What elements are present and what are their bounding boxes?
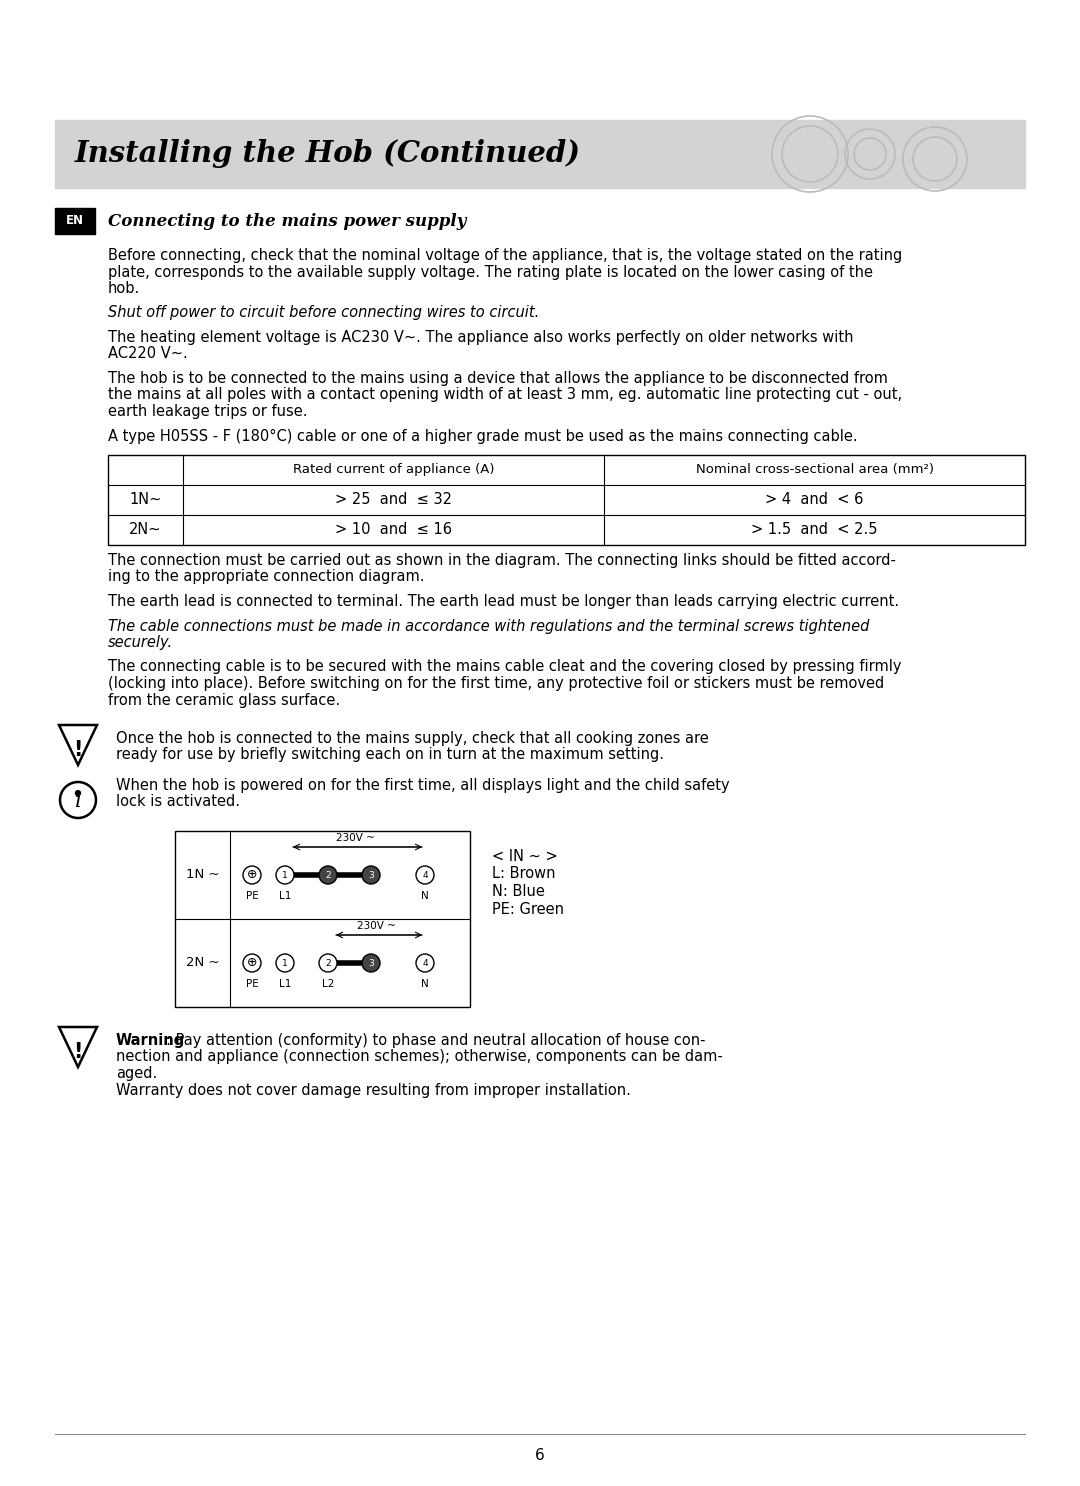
- Text: 1: 1: [282, 958, 288, 967]
- Text: 2N~: 2N~: [130, 523, 162, 538]
- Text: Rated current of appliance (A): Rated current of appliance (A): [293, 464, 495, 477]
- Text: 4: 4: [422, 958, 428, 967]
- Text: aged.: aged.: [116, 1065, 158, 1080]
- Text: > 4  and  < 6: > 4 and < 6: [766, 492, 864, 508]
- Text: ready for use by briefly switching each on in turn at the maximum setting.: ready for use by briefly switching each …: [116, 747, 664, 762]
- Circle shape: [319, 954, 337, 972]
- Text: 230V ~: 230V ~: [336, 834, 375, 843]
- Text: 230V ~: 230V ~: [357, 921, 396, 932]
- Text: the mains at all poles with a contact opening width of at least 3 mm, eg. automa: the mains at all poles with a contact op…: [108, 388, 902, 403]
- Text: i: i: [75, 792, 81, 811]
- Text: Installing the Hob (Continued): Installing the Hob (Continued): [75, 140, 581, 168]
- Text: Nominal cross-sectional area (mm²): Nominal cross-sectional area (mm²): [696, 464, 933, 477]
- Text: !: !: [73, 1042, 83, 1062]
- Text: 2: 2: [325, 871, 330, 880]
- Text: earth leakage trips or fuse.: earth leakage trips or fuse.: [108, 404, 308, 419]
- Text: ing to the appropriate connection diagram.: ing to the appropriate connection diagra…: [108, 569, 424, 584]
- Text: securely.: securely.: [108, 635, 173, 649]
- Text: > 25  and  ≤ 32: > 25 and ≤ 32: [335, 492, 453, 508]
- Text: L1: L1: [279, 979, 292, 990]
- Text: < IN ~ >: < IN ~ >: [492, 849, 557, 863]
- Text: !: !: [73, 740, 83, 759]
- Text: 3: 3: [368, 958, 374, 967]
- Circle shape: [319, 866, 337, 884]
- Bar: [55, 120, 1025, 189]
- Circle shape: [243, 866, 261, 884]
- Circle shape: [362, 866, 380, 884]
- Bar: [175, 831, 470, 1008]
- Text: 1N~: 1N~: [130, 492, 162, 508]
- Text: plate, corresponds to the available supply voltage. The rating plate is located : plate, corresponds to the available supp…: [108, 265, 873, 279]
- Text: The connection must be carried out as shown in the diagram. The connecting links: The connection must be carried out as sh…: [108, 553, 896, 568]
- Circle shape: [276, 954, 294, 972]
- Text: ⊕: ⊕: [246, 868, 257, 881]
- Text: The connecting cable is to be secured with the mains cable cleat and the coverin: The connecting cable is to be secured wi…: [108, 660, 902, 675]
- Text: > 1.5  and  < 2.5: > 1.5 and < 2.5: [752, 523, 878, 538]
- Text: PE: PE: [245, 979, 258, 990]
- Text: lock is activated.: lock is activated.: [116, 795, 240, 810]
- Text: 2N ~: 2N ~: [186, 957, 219, 969]
- Text: nection and appliance (connection schemes); otherwise, components can be dam-: nection and appliance (connection scheme…: [116, 1049, 723, 1064]
- Bar: [108, 455, 1025, 545]
- Text: 6: 6: [535, 1449, 545, 1464]
- Text: The hob is to be connected to the mains using a device that allows the appliance: The hob is to be connected to the mains …: [108, 372, 888, 386]
- Text: 3: 3: [368, 871, 374, 880]
- Text: (locking into place). Before switching on for the first time, any protective foi: (locking into place). Before switching o…: [108, 676, 885, 691]
- Text: L1: L1: [279, 892, 292, 901]
- Text: : Pay attention (conformity) to phase and neutral allocation of house con-: : Pay attention (conformity) to phase an…: [166, 1033, 705, 1048]
- Text: PE: PE: [245, 892, 258, 901]
- Text: hob.: hob.: [108, 281, 140, 296]
- Circle shape: [416, 954, 434, 972]
- Text: When the hob is powered on for the first time, all displays light and the child : When the hob is powered on for the first…: [116, 779, 730, 794]
- Circle shape: [76, 791, 81, 795]
- Text: EN: EN: [66, 214, 84, 227]
- Text: Shut off power to circuit before connecting wires to circuit.: Shut off power to circuit before connect…: [108, 306, 539, 321]
- Text: Before connecting, check that the nominal voltage of the appliance, that is, the: Before connecting, check that the nomina…: [108, 248, 902, 263]
- Text: The earth lead is connected to terminal. The earth lead must be longer than lead: The earth lead is connected to terminal.…: [108, 594, 900, 609]
- Text: 1: 1: [282, 871, 288, 880]
- Circle shape: [276, 866, 294, 884]
- Circle shape: [243, 954, 261, 972]
- Text: L2: L2: [322, 979, 334, 990]
- Text: L: Brown: L: Brown: [492, 866, 555, 881]
- Text: A type H05SS - F (180°C) cable or one of a higher grade must be used as the main: A type H05SS - F (180°C) cable or one of…: [108, 428, 858, 443]
- Circle shape: [416, 866, 434, 884]
- Text: 4: 4: [422, 871, 428, 880]
- Text: Warranty does not cover damage resulting from improper installation.: Warranty does not cover damage resulting…: [116, 1082, 631, 1098]
- Text: N: Blue: N: Blue: [492, 884, 545, 899]
- Text: AC220 V~.: AC220 V~.: [108, 346, 188, 361]
- Bar: [55, 208, 95, 233]
- Circle shape: [362, 954, 380, 972]
- Text: N: N: [421, 892, 429, 901]
- Text: Once the hob is connected to the mains supply, check that all cooking zones are: Once the hob is connected to the mains s…: [116, 731, 708, 746]
- Text: Warning: Warning: [116, 1033, 186, 1048]
- Text: 2: 2: [325, 958, 330, 967]
- Text: Connecting to the mains power supply: Connecting to the mains power supply: [108, 212, 467, 229]
- Text: ⊕: ⊕: [246, 957, 257, 969]
- Text: 1N ~: 1N ~: [186, 868, 219, 881]
- Text: from the ceramic glass surface.: from the ceramic glass surface.: [108, 692, 340, 707]
- Text: PE: Green: PE: Green: [492, 902, 564, 917]
- Text: The cable connections must be made in accordance with regulations and the termin: The cable connections must be made in ac…: [108, 618, 869, 633]
- Text: > 10  and  ≤ 16: > 10 and ≤ 16: [335, 523, 453, 538]
- Text: N: N: [421, 979, 429, 990]
- Text: The heating element voltage is AC230 V~. The appliance also works perfectly on o: The heating element voltage is AC230 V~.…: [108, 330, 853, 345]
